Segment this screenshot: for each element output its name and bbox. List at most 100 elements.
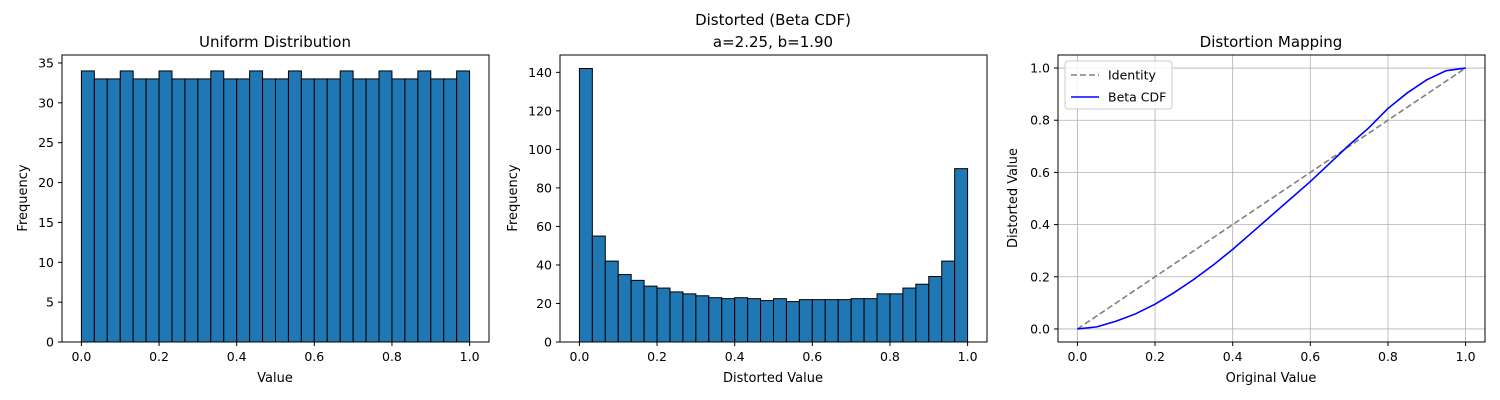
- x-tick-label: 0.6: [802, 349, 822, 364]
- histogram-bar: [417, 70, 432, 343]
- histogram-bar: [954, 168, 969, 343]
- histogram-bar: [93, 78, 108, 343]
- histogram-bar: [656, 287, 671, 343]
- histogram-bar: [236, 78, 251, 343]
- x-tick-label: 0.6: [1300, 349, 1320, 364]
- chart-title: Distorted (Beta CDF): [695, 11, 851, 29]
- x-tick-label: 0.6: [304, 349, 324, 364]
- y-tick-label: 100: [528, 142, 552, 157]
- y-tick-label: 5: [46, 295, 54, 310]
- histogram-bar: [262, 78, 277, 343]
- histogram-bar: [863, 298, 878, 343]
- histogram-bar: [928, 276, 943, 343]
- histogram-bar: [915, 283, 930, 343]
- x-tick-label: 0.8: [880, 349, 900, 364]
- series-line-identity: [1076, 67, 1467, 330]
- histogram-bar: [171, 78, 186, 343]
- histogram-bar: [630, 279, 645, 343]
- x-tick-label: 0.0: [569, 349, 589, 364]
- histogram-bar: [443, 78, 458, 343]
- histogram-bar: [145, 78, 160, 343]
- x-tick-label: 1.0: [460, 349, 480, 364]
- y-tick-label: 10: [38, 255, 54, 270]
- x-axis-label: Distorted Value: [723, 371, 823, 386]
- histogram-bar: [119, 70, 134, 343]
- histogram-bar: [773, 298, 787, 343]
- histogram-bar: [578, 67, 593, 343]
- y-tick-label: 0.0: [1030, 321, 1050, 336]
- histogram-bar: [604, 260, 619, 343]
- x-tick-label: 0.8: [1378, 349, 1398, 364]
- histogram-bar: [785, 301, 800, 343]
- y-tick-label: 20: [536, 296, 552, 311]
- histogram-bar: [941, 260, 956, 343]
- x-tick-label: 0.2: [1145, 349, 1165, 364]
- histogram-bar: [669, 291, 684, 343]
- axes-frame: [61, 54, 490, 343]
- histogram-bar: [734, 297, 749, 343]
- chart-title: Uniform Distribution: [199, 33, 351, 51]
- distortion-mapping-panel: Distortion Mapping Original Value Distor…: [1006, 33, 1486, 386]
- histogram-bar: [378, 70, 393, 343]
- x-tick-label: 1.0: [958, 349, 978, 364]
- histogram-bar: [184, 78, 199, 343]
- histogram-bar: [747, 298, 762, 343]
- histogram-bar: [591, 235, 606, 343]
- y-tick-label: 0: [544, 335, 552, 350]
- histogram-bar: [223, 78, 238, 343]
- y-tick-label: 20: [38, 175, 54, 190]
- y-tick-label: 0.2: [1030, 269, 1050, 284]
- histogram-bar: [889, 293, 904, 343]
- histogram-bar: [708, 297, 723, 343]
- histogram-bar: [391, 78, 406, 343]
- y-axis-label: Distorted Value: [1006, 148, 1021, 248]
- x-tick-label: 0.4: [725, 349, 745, 364]
- histogram-bar: [249, 70, 264, 343]
- distorted-histogram-panel: Distorted (Beta CDF) a=2.25, b=1.90 Dist…: [506, 11, 988, 386]
- x-tick-label: 0.2: [149, 349, 169, 364]
- x-axis-label: Original Value: [1226, 371, 1317, 386]
- y-tick-label: 30: [38, 95, 54, 110]
- y-axis-label: Frequency: [506, 164, 521, 231]
- legend-label: Beta CDF: [1108, 90, 1166, 105]
- x-tick-label: 1.0: [1456, 349, 1476, 364]
- y-axis-label: Frequency: [16, 164, 31, 231]
- histogram-bar: [617, 274, 632, 343]
- histogram-bar: [643, 285, 658, 343]
- histogram-bar: [850, 298, 865, 343]
- y-tick-label: 0: [46, 335, 54, 350]
- y-tick-label: 0.4: [1030, 217, 1050, 232]
- histogram-bar: [430, 78, 445, 343]
- x-tick-label: 0.4: [227, 349, 247, 364]
- y-tick-label: 0.8: [1030, 113, 1050, 128]
- histogram-bar: [210, 70, 225, 343]
- chart-title: Distortion Mapping: [1200, 33, 1343, 51]
- histogram-bar: [80, 70, 95, 343]
- histogram-bar: [106, 78, 121, 343]
- histogram-bar: [197, 78, 212, 343]
- y-tick-label: 1.0: [1030, 61, 1050, 76]
- y-tick-label: 40: [536, 257, 552, 272]
- series-line-beta-cdf: [1077, 67, 1466, 330]
- histogram-bar: [902, 287, 917, 343]
- histogram-bar: [365, 78, 380, 343]
- histogram-bar: [275, 78, 289, 343]
- histogram-bar: [287, 70, 302, 343]
- histogram-bar: [876, 293, 891, 343]
- histogram-bar: [404, 78, 419, 343]
- x-tick-label: 0.4: [1223, 349, 1243, 364]
- histogram-bar: [352, 78, 367, 343]
- legend-label: Identity: [1108, 68, 1157, 83]
- x-tick-label: 0.0: [1067, 349, 1087, 364]
- y-tick-label: 80: [536, 180, 552, 195]
- histogram-bar: [824, 299, 839, 343]
- histogram-bar: [313, 78, 328, 343]
- y-tick-label: 15: [38, 215, 54, 230]
- uniform-histogram-panel: Uniform Distribution Value Frequency 0.0…: [16, 33, 490, 386]
- histogram-bar: [682, 293, 697, 343]
- x-tick-label: 0.0: [71, 349, 91, 364]
- x-tick-label: 0.2: [647, 349, 667, 364]
- histogram-bar: [811, 299, 826, 343]
- histogram-bar: [798, 299, 813, 343]
